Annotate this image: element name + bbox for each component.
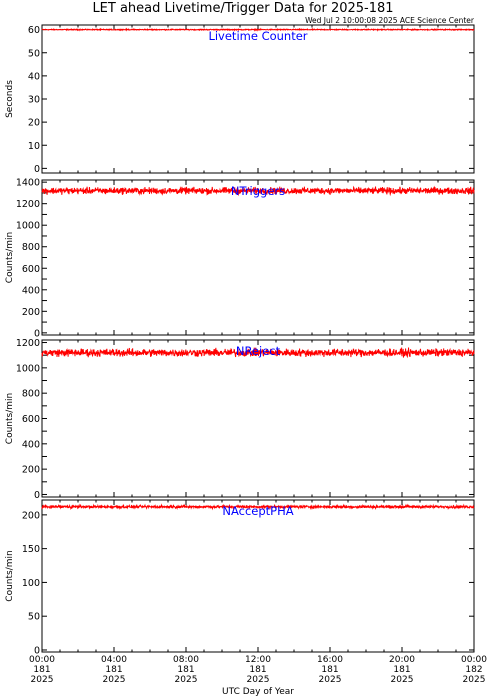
y-axis-label: Counts/min bbox=[5, 550, 15, 601]
series-line bbox=[41, 27, 475, 32]
y-axis-label: Counts/min bbox=[5, 393, 15, 444]
series-line bbox=[41, 185, 475, 197]
x-tick-doy: 181 bbox=[177, 665, 194, 675]
y-tick-label: 1200 bbox=[16, 199, 40, 210]
panel-label: NTriggers bbox=[231, 184, 285, 198]
y-tick-label: 400 bbox=[22, 439, 40, 450]
x-tick-doy: 181 bbox=[33, 665, 50, 675]
x-axis-label: UTC Day of Year bbox=[222, 687, 294, 697]
x-tick-doy: 181 bbox=[393, 665, 410, 675]
panel-nreject: 0 200 400 600 800 1000 1200 Counts/min NReject bbox=[5, 338, 475, 501]
x-tick-year: 2025 bbox=[391, 675, 414, 685]
y-tick-label: 600 bbox=[22, 414, 40, 425]
y-tick-label: 200 bbox=[22, 510, 40, 521]
y-tick-label: 200 bbox=[22, 307, 40, 318]
y-axis-label: Counts/min bbox=[5, 232, 15, 283]
y-tick-label: 800 bbox=[22, 242, 40, 253]
plot-frame bbox=[41, 499, 475, 653]
x-tick-year: 2025 bbox=[103, 675, 126, 685]
y-tick-label: 50 bbox=[28, 48, 40, 59]
y-tick-label: 1000 bbox=[16, 221, 40, 232]
y-tick-label: 20 bbox=[28, 118, 40, 129]
timestamp: Wed Jul 2 10:00:08 2025 ACE Science Cent… bbox=[305, 16, 475, 25]
x-tick-time: 04:00 bbox=[101, 655, 127, 665]
panel-label: NAcceptPHA bbox=[222, 504, 293, 518]
y-tick-label: 10 bbox=[28, 141, 40, 152]
x-tick-time: 16:00 bbox=[317, 655, 343, 665]
y-axis-label: Seconds bbox=[5, 80, 15, 118]
plot-frame bbox=[41, 339, 475, 498]
x-tick-time: 00:00 bbox=[461, 655, 487, 665]
y-tick-label: 40 bbox=[28, 71, 40, 82]
x-tick-doy: 181 bbox=[249, 665, 266, 675]
x-tick-year: 2025 bbox=[175, 675, 198, 685]
y-tick-label: 30 bbox=[28, 95, 40, 106]
panel-label: Livetime Counter bbox=[208, 29, 307, 43]
series-line bbox=[41, 347, 475, 359]
panels: 0 10 20 30 40 50 60 Seconds Livetime Counter 0 200… bbox=[5, 24, 475, 656]
x-tick-year: 2025 bbox=[319, 675, 342, 685]
y-tick-label: 800 bbox=[22, 389, 40, 400]
x-tick-year: 2025 bbox=[247, 675, 270, 685]
x-tick-year: 2025 bbox=[463, 675, 486, 685]
x-tick-doy: 181 bbox=[321, 665, 338, 675]
panel-ntriggers: 0 200 400 600 800 1000 1200 1400 Counts/min NTrig… bbox=[5, 178, 475, 339]
x-tick-time: 20:00 bbox=[389, 655, 415, 665]
y-tick-label: 1000 bbox=[16, 363, 40, 374]
plot-frame bbox=[41, 179, 475, 336]
y-tick-label: 600 bbox=[22, 264, 40, 275]
x-tick-year: 2025 bbox=[31, 675, 54, 685]
y-tick-label: 1400 bbox=[16, 178, 40, 189]
x-tick-doy: 181 bbox=[105, 665, 122, 675]
x-tick-time: 08:00 bbox=[173, 655, 199, 665]
y-tick-label: 0 bbox=[34, 328, 40, 339]
chart-title: LET ahead Livetime/Trigger Data for 2025… bbox=[92, 1, 393, 16]
y-tick-label: 150 bbox=[22, 544, 40, 555]
y-tick-label: 60 bbox=[28, 25, 40, 36]
series-line bbox=[41, 503, 475, 511]
panel-livetime-counter: 0 10 20 30 40 50 60 Seconds Livetime Counter bbox=[5, 24, 475, 175]
y-tick-label: 1200 bbox=[16, 338, 40, 349]
x-tick-time: 12:00 bbox=[245, 655, 271, 665]
y-tick-label: 0 bbox=[34, 645, 40, 656]
x-axis: 00:00181202504:00181202508:00181202512:0… bbox=[29, 655, 487, 685]
y-tick-label: 0 bbox=[34, 490, 40, 501]
panel-label: NReject bbox=[236, 344, 281, 358]
y-tick-label: 100 bbox=[22, 578, 40, 589]
plot-frame bbox=[41, 24, 475, 174]
x-tick-doy: 182 bbox=[465, 665, 482, 675]
y-tick-label: 200 bbox=[22, 465, 40, 476]
y-tick-label: 0 bbox=[34, 164, 40, 175]
panel-nacceptpha: 0 50 100 150 200 Counts/min NAcceptPHA bbox=[5, 499, 475, 656]
x-tick-time: 00:00 bbox=[29, 655, 55, 665]
y-tick-label: 400 bbox=[22, 285, 40, 296]
y-tick-label: 50 bbox=[28, 612, 40, 623]
